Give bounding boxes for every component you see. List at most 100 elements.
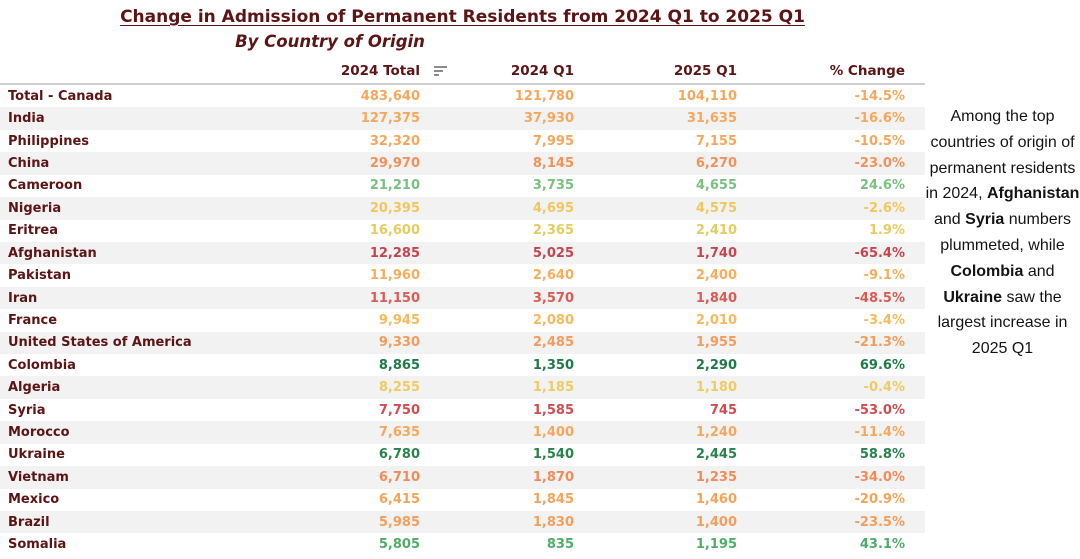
annotation-panel: Among the top countries of origin of per…: [925, 0, 1080, 559]
page-subtitle: By Country of Origin: [235, 32, 425, 51]
table-rows: Total - Canada 483,640 121,780 104,110 -14.5…: [0, 85, 925, 556]
table-row: Colombia 8,865 1,350 2,290 69.6%: [0, 354, 925, 376]
pct-change-cell: -11.4%: [854, 425, 906, 441]
table-row: Nigeria 20,395 4,695 4,575 -2.6%: [0, 197, 925, 220]
q1-2025-cell: 1,195: [695, 537, 737, 553]
q1-2025-cell: 4,575: [695, 200, 737, 216]
sort-descending-icon[interactable]: [434, 65, 447, 76]
q1-2024-cell: 1,540: [532, 447, 574, 463]
country-cell: Afghanistan: [8, 245, 97, 261]
country-cell: United States of America: [8, 335, 192, 351]
q1-2024-cell: 7,995: [532, 133, 574, 149]
country-cell: Pakistan: [8, 268, 72, 284]
total-2024-cell: 11,960: [369, 268, 420, 284]
total-2024-cell: 6,780: [378, 447, 420, 463]
q1-2024-cell: 1,845: [532, 492, 574, 508]
total-2024-cell: 5,985: [378, 514, 420, 530]
pct-change-cell: -23.5%: [854, 514, 906, 530]
q1-2024-cell: 2,640: [532, 268, 574, 284]
table-row: Mexico 6,415 1,845 1,460 -20.9%: [0, 489, 925, 511]
country-cell: Mexico: [8, 492, 60, 508]
country-cell: Colombia: [8, 357, 76, 373]
q1-2024-column-header[interactable]: 2024 Q1: [510, 62, 574, 79]
q1-2025-cell: 745: [709, 402, 737, 418]
table-row: Eritrea 16,600 2,365 2,410 1.9%: [0, 220, 925, 242]
pct-change-column-header[interactable]: % Change: [829, 62, 905, 79]
page-title: Change in Admission of Permanent Residen…: [120, 7, 805, 27]
table-row: United States of America 9,330 2,485 1,955 -…: [0, 331, 925, 355]
country-cell: Algeria: [8, 380, 61, 396]
q1-2025-cell: 1,400: [695, 514, 737, 530]
country-cell: Eritrea: [8, 223, 58, 239]
q1-2024-cell: 2,080: [532, 312, 574, 328]
q1-2024-cell: 1,185: [532, 380, 574, 396]
pct-change-cell: -20.9%: [854, 492, 906, 508]
pct-change-cell: -14.5%: [854, 88, 906, 104]
total-2024-cell: 16,600: [369, 223, 420, 239]
pct-change-cell: -48.5%: [854, 290, 906, 306]
total-2024-cell: 20,395: [369, 200, 420, 216]
q1-2024-cell: 8,145: [532, 155, 574, 171]
q1-2025-cell: 104,110: [677, 88, 737, 104]
q1-2024-cell: 1,870: [532, 469, 574, 485]
q1-2025-cell: 2,010: [695, 312, 737, 328]
q1-2024-cell: 835: [546, 537, 574, 553]
q1-2025-cell: 6,270: [695, 155, 737, 171]
pct-change-cell: 24.6%: [859, 178, 905, 194]
country-cell: Nigeria: [8, 200, 62, 216]
country-cell: Morocco: [8, 425, 70, 441]
total-2024-cell: 6,415: [378, 492, 420, 508]
total-2024-cell: 7,750: [378, 402, 420, 418]
country-cell: Ukraine: [8, 447, 65, 463]
q1-2024-cell: 3,735: [532, 178, 574, 194]
q1-2024-cell: 121,780: [514, 88, 574, 104]
q1-2024-cell: 1,830: [532, 514, 574, 530]
total-2024-cell: 9,330: [378, 335, 420, 351]
q1-2025-cell: 31,635: [686, 111, 737, 127]
table-row: Pakistan 11,960 2,640 2,400 -9.1%: [0, 264, 925, 286]
pct-change-cell: -23.0%: [854, 155, 906, 171]
total-2024-cell: 8,865: [378, 357, 420, 373]
pct-change-cell: -34.0%: [854, 469, 906, 485]
total-2024-cell: 11,150: [369, 290, 420, 306]
pct-change-cell: -9.1%: [863, 268, 905, 284]
total-2024-cell: 483,640: [360, 88, 420, 104]
total-2024-column-header[interactable]: 2024 Total: [340, 62, 420, 79]
country-cell: Philippines: [8, 133, 90, 149]
total-2024-cell: 29,970: [369, 155, 420, 171]
country-cell: Brazil: [8, 514, 50, 530]
pct-change-cell: 69.6%: [859, 357, 905, 373]
table-row: France 9,945 2,080 2,010 -3.4%: [0, 309, 925, 331]
annotation-text: Among the top countries of origin of per…: [925, 108, 1080, 358]
q1-2025-cell: 1,740: [695, 245, 737, 261]
table-row: India 127,375 37,930 31,635 -16.6%: [0, 107, 925, 130]
table-row: Algeria 8,255 1,185 1,180 -0.4%: [0, 376, 925, 399]
sort-indicator-cell: [420, 63, 456, 79]
q1-2025-cell: 4,655: [695, 178, 737, 194]
table-row: China 29,970 8,145 6,270 -23.0%: [0, 152, 925, 175]
q1-2025-column-header[interactable]: 2025 Q1: [673, 62, 737, 79]
country-cell: Cameroon: [8, 178, 83, 194]
q1-2025-cell: 1,955: [695, 335, 737, 351]
pct-change-cell: 1.9%: [868, 223, 905, 239]
pct-change-cell: -53.0%: [854, 402, 906, 418]
table-row: Iran 11,150 3,570 1,840 -48.5%: [0, 286, 925, 310]
q1-2025-cell: 1,180: [695, 380, 737, 396]
q1-2025-cell: 2,445: [695, 447, 737, 463]
q1-2024-cell: 2,485: [532, 335, 574, 351]
q1-2025-cell: 2,410: [695, 223, 737, 239]
table-header-row: 2024 Total 2024 Q1 2025 Q1 % Change: [0, 58, 925, 85]
q1-2025-cell: 2,400: [695, 268, 737, 284]
q1-2024-cell: 37,930: [523, 111, 574, 127]
q1-2025-cell: 1,460: [695, 492, 737, 508]
total-2024-cell: 32,320: [369, 133, 420, 149]
total-2024-cell: 8,255: [378, 380, 420, 396]
country-cell: India: [8, 111, 45, 127]
q1-2024-cell: 1,400: [532, 425, 574, 441]
table-row: Brazil 5,985 1,830 1,400 -23.5%: [0, 511, 925, 534]
country-cell: Syria: [8, 402, 46, 418]
q1-2025-cell: 2,290: [695, 357, 737, 373]
total-2024-cell: 127,375: [360, 111, 420, 127]
q1-2024-cell: 3,570: [532, 290, 574, 306]
